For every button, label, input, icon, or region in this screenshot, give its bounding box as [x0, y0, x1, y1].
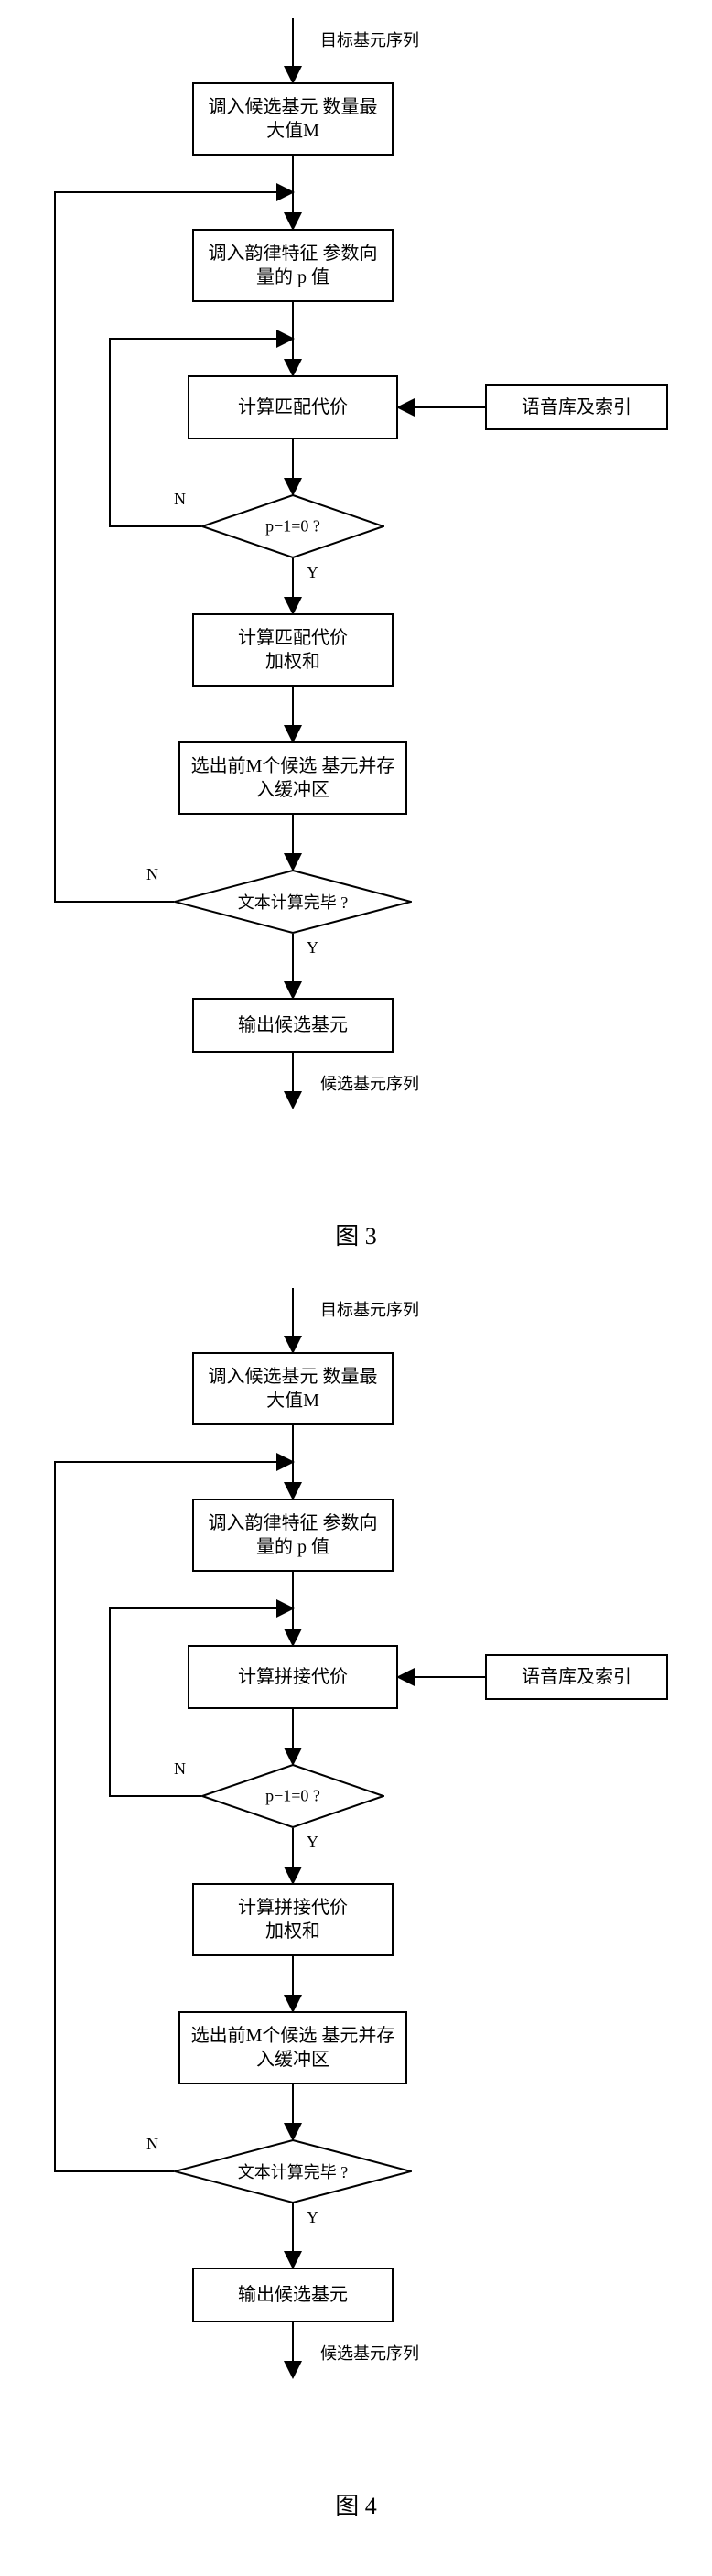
- flowchart-2: 目标基元序列调入候选基元 数量最大值M调入韵律特征 参数向量的 p 值计算拼接代…: [18, 1288, 694, 2460]
- box-output: 输出候选基元: [192, 2268, 394, 2322]
- output-label: 候选基元序列: [320, 2341, 419, 2365]
- arrow-input: [288, 1288, 297, 1352]
- input-label: 目标基元序列: [320, 1297, 419, 1321]
- d2-n-label: N: [146, 2135, 158, 2154]
- arrow-d2-y: [288, 934, 297, 998]
- box-load-m: 调入候选基元 数量最大值M: [192, 82, 394, 156]
- box-output: 输出候选基元: [192, 998, 394, 1053]
- arrow-d2-n-loop: [50, 188, 297, 906]
- box-speech-db: 语音库及索引: [485, 384, 668, 430]
- input-label: 目标基元序列: [320, 27, 419, 51]
- arrow-d2-y: [288, 2203, 297, 2268]
- arrow-db-cost: [398, 1672, 485, 1682]
- figure-caption-1: 图 3: [18, 1218, 694, 1251]
- arrow-output: [288, 1053, 297, 1108]
- arrow-d2-n-loop: [50, 1457, 297, 2176]
- d1-y-label: Y: [307, 563, 318, 582]
- arrow-output: [288, 2322, 297, 2377]
- box-load-m: 调入候选基元 数量最大值M: [192, 1352, 394, 1425]
- output-label: 候选基元序列: [320, 1071, 419, 1095]
- d2-n-label: N: [146, 865, 158, 884]
- box-speech-db: 语音库及索引: [485, 1654, 668, 1700]
- flowchart-1: 目标基元序列调入候选基元 数量最大值M调入韵律特征 参数向量的 p 值计算匹配代…: [18, 18, 694, 1190]
- d2-y-label: Y: [307, 938, 318, 958]
- figure-caption-2: 图 4: [18, 2487, 694, 2521]
- arrow-input: [288, 18, 297, 82]
- d1-y-label: Y: [307, 1833, 318, 1852]
- arrow-db-cost: [398, 403, 485, 412]
- d2-y-label: Y: [307, 2208, 318, 2227]
